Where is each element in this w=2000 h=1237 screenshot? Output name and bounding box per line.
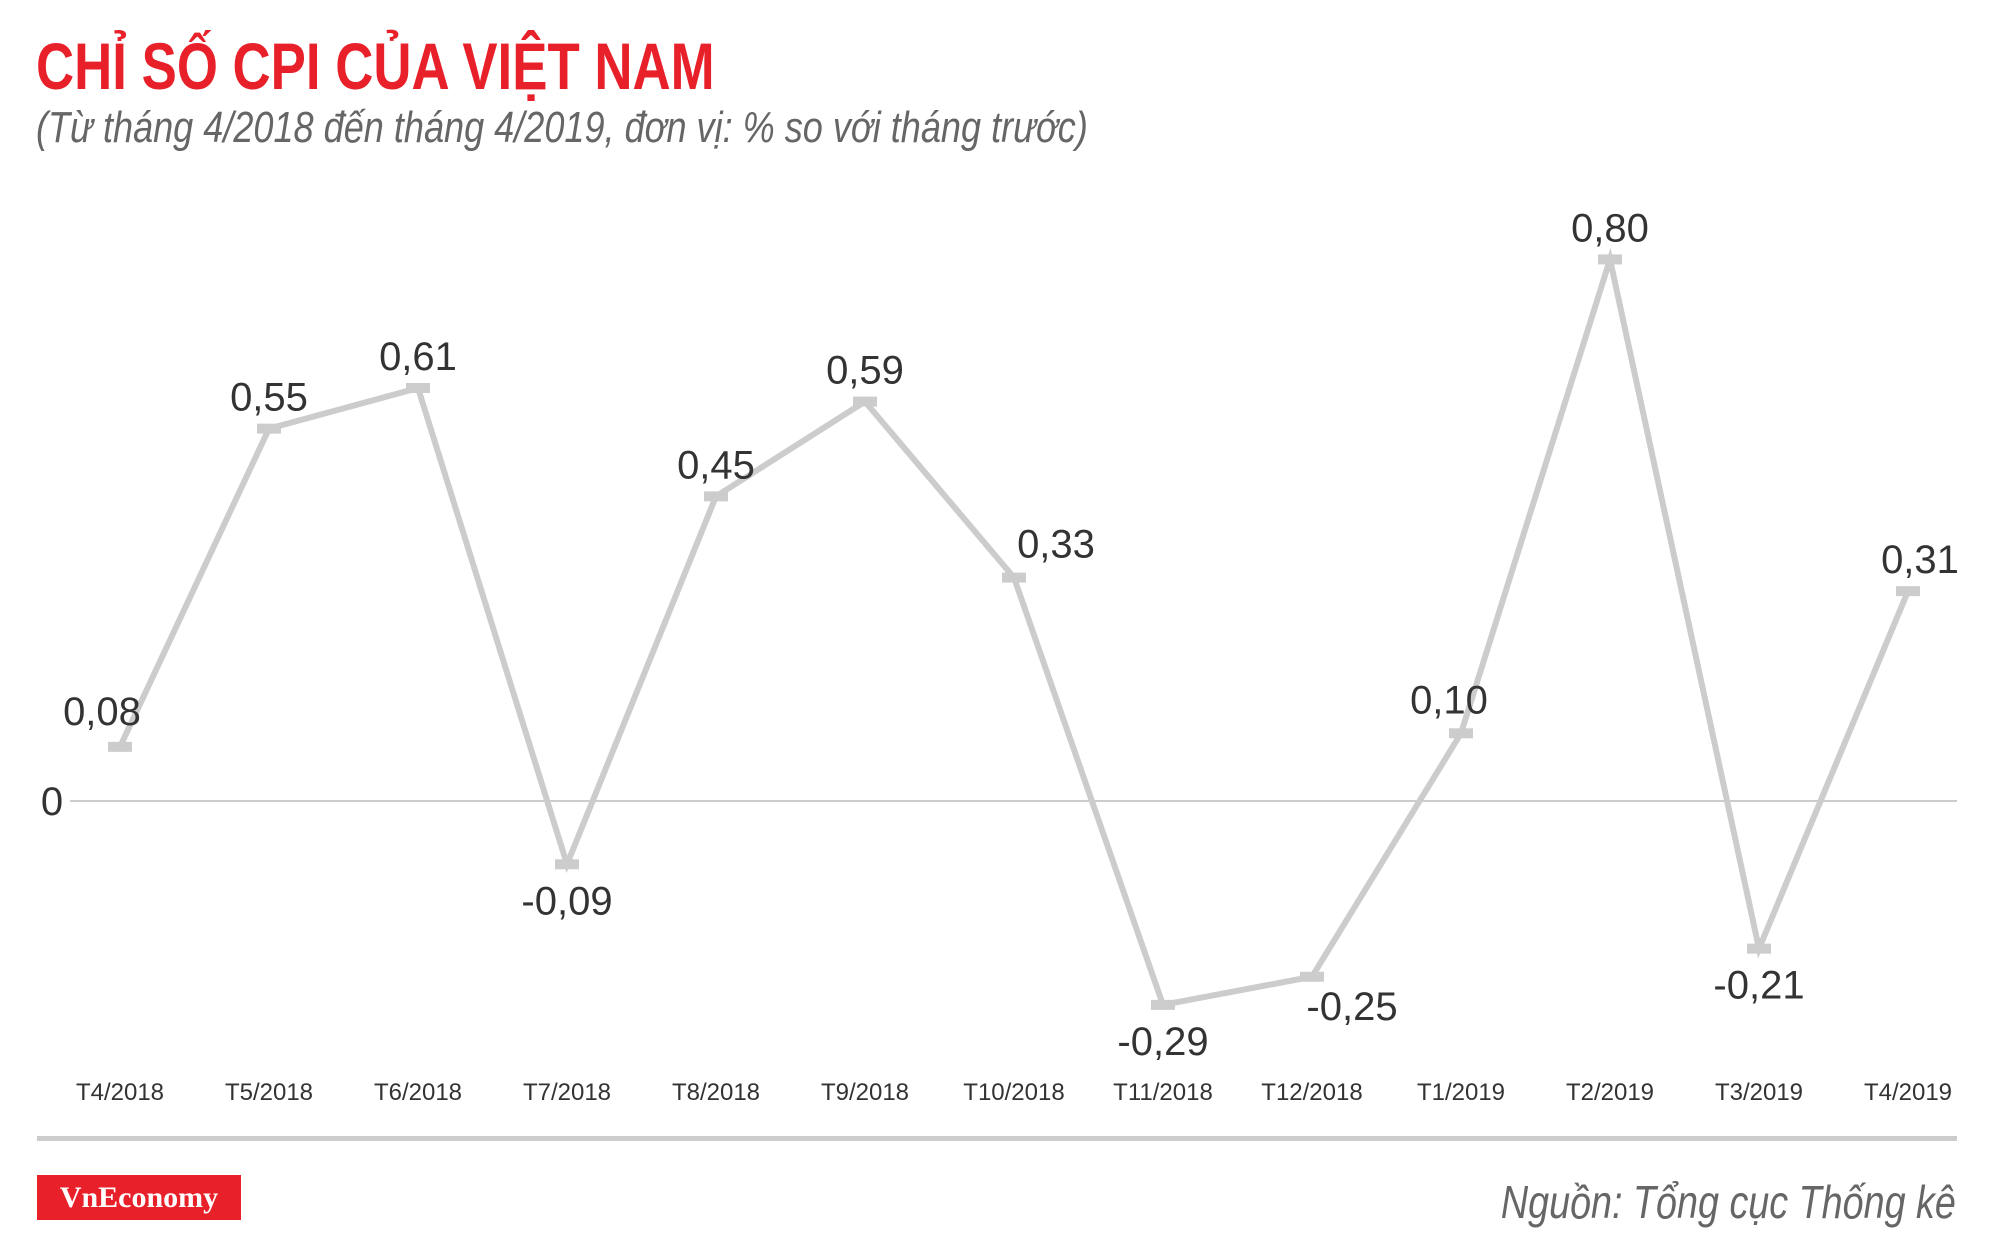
x-axis-label: T2/2019 bbox=[1566, 1079, 1654, 1106]
data-value-label: 0,08 bbox=[63, 690, 141, 734]
data-value-label: 0,59 bbox=[826, 349, 904, 393]
data-value-label: -0,09 bbox=[521, 879, 612, 923]
vneconomy-logo: VnEconomy bbox=[37, 1175, 241, 1220]
x-axis-label: T6/2018 bbox=[374, 1079, 462, 1106]
data-point-marker bbox=[1896, 586, 1920, 597]
data-value-label: 0,55 bbox=[230, 376, 308, 420]
chart-title: CHỈ SỐ CPI CỦA VIỆT NAM bbox=[36, 29, 715, 103]
data-point-marker bbox=[1747, 943, 1771, 954]
x-axis-labels: T4/2018 T5/2018 T6/2018 T7/2018 T8/2018 T9/20… bbox=[76, 1079, 1952, 1106]
x-axis-label: T12/2018 bbox=[1261, 1079, 1362, 1106]
x-axis-label: T11/2018 bbox=[1113, 1079, 1213, 1106]
x-axis-label: T8/2018 bbox=[672, 1079, 760, 1106]
zero-axis: 0 bbox=[41, 780, 1957, 824]
data-value-label: 0,80 bbox=[1571, 206, 1649, 250]
data-value-label: 0,33 bbox=[1017, 523, 1095, 567]
x-axis-label: T5/2018 bbox=[225, 1079, 313, 1106]
data-value-label: -0,21 bbox=[1713, 964, 1804, 1008]
x-axis-label: T3/2019 bbox=[1715, 1079, 1803, 1106]
y-tick-zero: 0 bbox=[41, 780, 63, 824]
footer-divider bbox=[37, 1136, 1957, 1141]
data-value-label: -0,25 bbox=[1306, 985, 1397, 1029]
x-axis-label: T4/2018 bbox=[76, 1079, 164, 1106]
data-point-marker bbox=[1449, 728, 1473, 739]
data-point-marker bbox=[1598, 254, 1622, 265]
data-value-label: -0,29 bbox=[1117, 1020, 1208, 1064]
data-point-marker bbox=[257, 423, 281, 434]
data-point-marker bbox=[108, 741, 132, 752]
data-point-marker bbox=[1300, 971, 1324, 982]
data-value-labels: 0,08 0,55 0,61 -0,09 0,45 0,59 0,33 -0,29 -0,25 0… bbox=[63, 206, 1959, 1063]
x-axis-label: T9/2018 bbox=[821, 1079, 909, 1106]
x-axis-label: T1/2019 bbox=[1417, 1079, 1505, 1106]
data-point-marker bbox=[853, 396, 877, 407]
data-point-marker bbox=[555, 859, 579, 870]
data-value-label: 0,31 bbox=[1881, 538, 1959, 582]
data-value-label: 0,61 bbox=[379, 335, 457, 379]
source-note: Nguồn: Tổng cục Thống kê bbox=[1500, 1176, 1956, 1228]
data-point-marker bbox=[1002, 572, 1026, 583]
data-point-marker bbox=[704, 491, 728, 502]
data-point-marker bbox=[1151, 999, 1175, 1010]
chart-subtitle: (Từ tháng 4/2018 đến tháng 4/2019, đơn v… bbox=[36, 103, 1088, 152]
x-axis-label: T4/2019 bbox=[1864, 1079, 1952, 1106]
data-point-marker bbox=[406, 383, 430, 394]
x-axis-label: T10/2018 bbox=[963, 1079, 1064, 1106]
data-value-label: 0,10 bbox=[1410, 678, 1488, 722]
data-value-label: 0,45 bbox=[677, 443, 755, 487]
data-point-markers bbox=[108, 254, 1920, 1010]
x-axis-label: T7/2018 bbox=[523, 1079, 611, 1106]
